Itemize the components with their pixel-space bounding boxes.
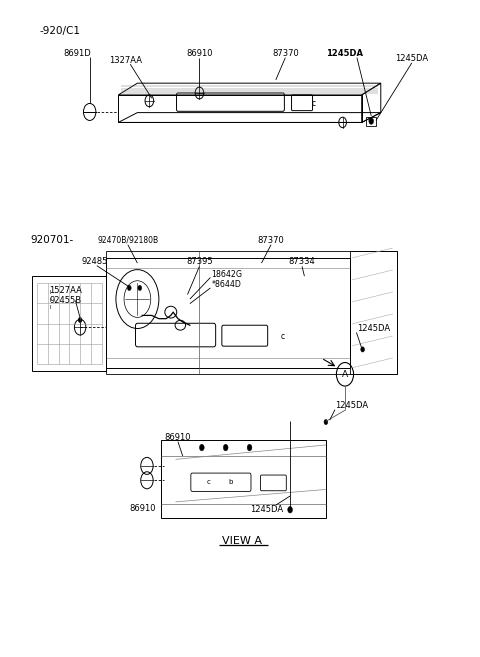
Text: c: c	[281, 332, 285, 341]
Text: 86910: 86910	[186, 49, 213, 58]
Text: 92485: 92485	[81, 258, 108, 266]
Text: 1245DA: 1245DA	[395, 55, 428, 64]
Text: 1245DA: 1245DA	[326, 49, 363, 58]
Text: -920/C1: -920/C1	[39, 26, 81, 36]
Circle shape	[223, 444, 228, 451]
Text: 86910: 86910	[165, 433, 191, 442]
Circle shape	[78, 317, 82, 323]
Circle shape	[247, 444, 252, 451]
Circle shape	[369, 118, 373, 124]
Text: 1245DA: 1245DA	[336, 401, 369, 410]
Circle shape	[324, 419, 328, 424]
Text: *8644D: *8644D	[211, 280, 241, 289]
Circle shape	[288, 507, 292, 513]
Text: l: l	[49, 305, 50, 310]
Text: l: l	[49, 290, 50, 295]
Text: VIEW A: VIEW A	[222, 536, 263, 546]
Text: 87395: 87395	[186, 258, 213, 266]
Text: 1245DA: 1245DA	[357, 324, 390, 333]
Text: c: c	[207, 479, 211, 486]
Text: 1527AA: 1527AA	[49, 286, 82, 295]
Text: 87370: 87370	[272, 49, 299, 58]
Circle shape	[127, 285, 131, 290]
Text: 86910: 86910	[129, 504, 156, 513]
Circle shape	[138, 285, 142, 290]
Text: 920701-: 920701-	[30, 235, 73, 245]
Text: A: A	[342, 370, 348, 379]
Text: 1245DA: 1245DA	[250, 505, 283, 514]
Text: 1327AA: 1327AA	[109, 56, 142, 65]
Text: 92470B/92180B: 92470B/92180B	[97, 236, 158, 244]
Text: 8691D: 8691D	[64, 49, 92, 58]
Text: 18642G: 18642G	[211, 270, 242, 279]
Circle shape	[199, 444, 204, 451]
Text: l: l	[49, 298, 50, 303]
Text: 87370: 87370	[258, 236, 284, 244]
Circle shape	[361, 347, 364, 352]
Text: b: b	[228, 479, 233, 486]
Text: 87334: 87334	[288, 258, 315, 266]
Text: c: c	[312, 99, 316, 108]
Text: 92455B: 92455B	[49, 296, 81, 305]
